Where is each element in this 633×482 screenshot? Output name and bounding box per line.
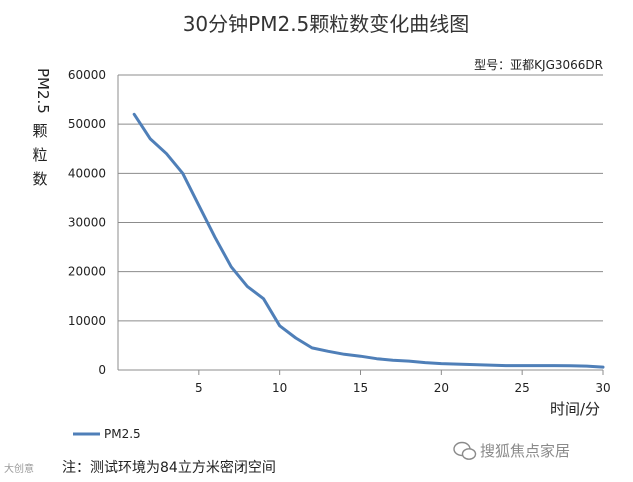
x-axis-title: 时间/分 (550, 400, 600, 418)
y-axis-title-char-1: 粒 (32, 146, 47, 164)
y-tick-labels: 0 10000 20000 30000 40000 50000 60000 (68, 68, 106, 377)
x-tick-label-4: 25 (515, 381, 530, 395)
y-tick-label-0: 0 (98, 363, 106, 377)
watermark-left: 大创意 (4, 462, 34, 475)
x-tick-label-0: 5 (195, 381, 203, 395)
x-tick-label-3: 20 (434, 381, 449, 395)
series-line-0 (132, 112, 605, 369)
x-tick-label-5: 30 (595, 381, 610, 395)
y-tick-label-2: 20000 (68, 265, 106, 279)
gridlines (118, 74, 603, 322)
wechat-icon (453, 441, 477, 460)
x-tick-label-1: 10 (272, 381, 287, 395)
watermark-right: 搜狐焦点家居 (453, 441, 570, 460)
y-tick-label-6: 60000 (68, 68, 106, 82)
x-tick-label-2: 15 (353, 381, 368, 395)
y-tick-label-3: 30000 (68, 216, 106, 230)
chart-title: 30分钟PM2.5颗粒数变化曲线图 (183, 12, 470, 36)
x-tick-labels: 5 10 15 20 25 30 (195, 381, 611, 395)
legend-label-pm25: PM2.5 (104, 427, 141, 441)
y-tick-label-1: 10000 (68, 314, 106, 328)
axes (117, 75, 604, 375)
footnote: 注：测试环境为84立方米密闭空间 (62, 459, 276, 476)
chart-subtitle: 型号：亚都KJG3066DR (474, 58, 603, 72)
y-tick-label-5: 50000 (68, 117, 106, 131)
y-tick-label-4: 40000 (68, 166, 106, 180)
legend: PM2.5 (73, 427, 141, 441)
y-axis-title-char-0: 颗 (32, 122, 47, 140)
series-lines (132, 112, 605, 369)
y-axis-title-char-2: 数 (32, 170, 47, 188)
y-axis-title-latin: PM2.5 (34, 68, 52, 114)
watermark-right-text: 搜狐焦点家居 (480, 442, 570, 460)
